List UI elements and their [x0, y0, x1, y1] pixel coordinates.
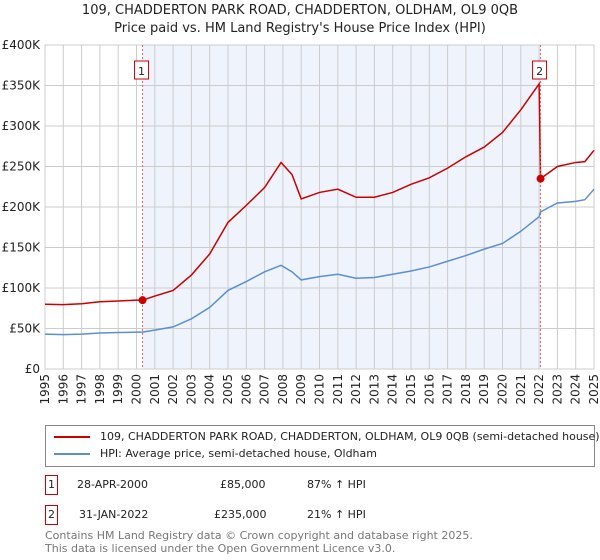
footer-line: This data is licensed under the Open Gov…: [45, 542, 396, 555]
y-tick-label: £400K: [2, 38, 42, 52]
transaction-price: £85,000: [220, 478, 266, 491]
legend-label: 109, CHADDERTON PARK ROAD, CHADDERTON, O…: [100, 430, 600, 443]
sale-point: [536, 174, 545, 183]
y-tick-label: £350K: [2, 79, 42, 93]
x-tick-label: 2003: [184, 374, 198, 405]
x-tick-label: 2012: [349, 374, 363, 405]
marker-badge: 1: [45, 475, 58, 495]
y-tick-label: £0: [25, 362, 40, 376]
footer-line: Contains HM Land Registry data © Crown c…: [45, 529, 473, 542]
x-tick-label: 2001: [148, 374, 162, 405]
transaction-hpi: 21% ↑ HPI: [307, 508, 366, 521]
transaction-date: 28-APR-2000: [77, 478, 149, 491]
x-tick-label: 2002: [166, 374, 180, 405]
x-tick-label: 1997: [75, 374, 89, 405]
x-tick-label: 2025: [587, 374, 600, 405]
x-tick-label: 2014: [386, 374, 400, 405]
y-tick-label: £200K: [2, 200, 42, 214]
annotation-label: 2: [536, 65, 543, 78]
title-line: 109, CHADDERTON PARK ROAD, CHADDERTON, O…: [81, 3, 519, 18]
x-tick-label: 2008: [276, 374, 290, 405]
x-tick-label: 2016: [422, 374, 436, 405]
y-tick-label: £250K: [2, 160, 42, 174]
x-tick-label: 2013: [367, 374, 381, 405]
y-tick-label: £100K: [2, 281, 42, 295]
x-tick-label: 1996: [56, 374, 70, 405]
x-tick-label: 2015: [404, 374, 418, 405]
y-tick-label: £300K: [2, 119, 42, 133]
x-tick-label: 2018: [459, 374, 473, 405]
footer: Contains HM Land Registry data © Crown c…: [45, 529, 473, 555]
price-chart: 1995 1996 1997 1998 1999 2000 2001 2002 2003 2004…: [2, 38, 600, 405]
x-tick-label: 2022: [532, 374, 546, 405]
legend-swatch-red: [54, 435, 90, 438]
x-tick-label: 2006: [239, 374, 253, 405]
x-tick-label: 2011: [331, 374, 345, 405]
hpi-line: [44, 188, 595, 336]
legend-swatch-blue: [54, 452, 90, 455]
marker-badge: 2: [45, 505, 58, 525]
x-tick-label: 2020: [496, 374, 510, 405]
annotation-box: [134, 60, 150, 80]
x-tick-label: 2024: [569, 374, 583, 405]
x-tick-label: 2000: [130, 374, 144, 405]
x-tick-label: 2019: [477, 374, 491, 405]
x-tick-label: 2023: [550, 374, 564, 405]
legend-item-property: 109, CHADDERTON PARK ROAD, CHADDERTON, O…: [54, 430, 600, 443]
x-tick-label: 2009: [294, 374, 308, 405]
transaction-row: 1 28-APR-2000 £85,000 87% ↑ HPI: [45, 475, 445, 495]
x-tick-label: 2021: [514, 374, 528, 405]
x-tick-label: 2017: [441, 374, 455, 405]
legend-label: HPI: Average price, semi-detached house,…: [100, 447, 377, 460]
legend-item-hpi: HPI: Average price, semi-detached house,…: [54, 447, 377, 460]
sale-point: [138, 296, 147, 305]
subtitle-line: Price paid vs. HM Land Registry's House …: [114, 21, 486, 36]
y-tick-label: £150K: [2, 241, 42, 255]
x-tick-label: 2010: [313, 374, 327, 405]
transaction-price: £235,000: [214, 508, 267, 521]
x-tick-label: 1995: [38, 374, 52, 405]
annotation-label: 1: [138, 65, 145, 78]
transaction-date: 31-JAN-2022: [79, 508, 149, 521]
x-tick-label: 2004: [203, 374, 217, 405]
annotation-box: [532, 60, 548, 80]
legend: 109, CHADDERTON PARK ROAD, CHADDERTON, O…: [45, 425, 600, 467]
x-tick-label: 2005: [221, 374, 235, 405]
x-tick-label: 1998: [93, 374, 107, 405]
transaction-row: 2 31-JAN-2022 £235,000 21% ↑ HPI: [45, 505, 445, 525]
transaction-hpi: 87% ↑ HPI: [307, 478, 366, 491]
y-tick-label: £50K: [9, 322, 41, 336]
x-tick-label: 2007: [258, 374, 272, 405]
chart-title: 109, CHADDERTON PARK ROAD, CHADDERTON, O…: [0, 2, 600, 38]
x-tick-label: 1999: [111, 374, 125, 405]
